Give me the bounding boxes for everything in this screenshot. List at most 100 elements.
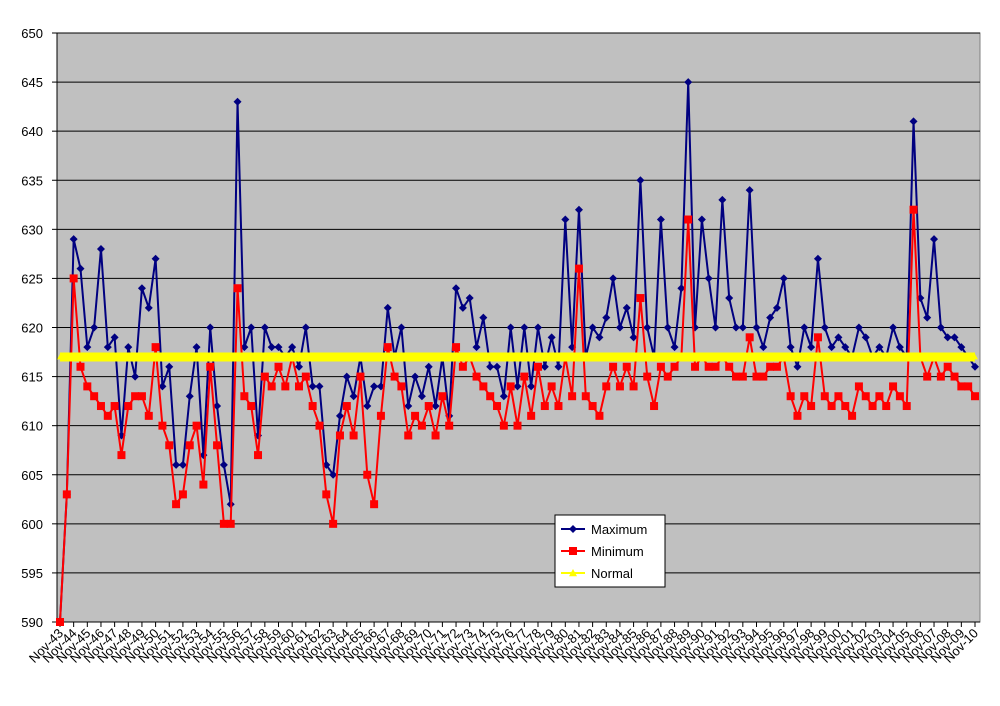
point <box>479 382 488 391</box>
point <box>841 402 850 411</box>
point <box>943 333 952 342</box>
point <box>397 323 406 332</box>
y-tick-label: 640 <box>21 124 43 139</box>
point <box>83 382 92 391</box>
point <box>193 353 200 360</box>
point <box>808 353 815 360</box>
point <box>520 323 529 332</box>
point <box>800 323 809 332</box>
point <box>445 421 454 430</box>
point <box>158 382 167 391</box>
point <box>118 353 125 360</box>
point <box>664 353 671 360</box>
point <box>411 372 420 381</box>
point <box>610 353 617 360</box>
point <box>418 353 425 360</box>
point <box>255 353 262 360</box>
point <box>390 372 399 381</box>
point <box>472 343 481 352</box>
y-tick-label: 650 <box>21 26 43 41</box>
point <box>936 323 945 332</box>
point <box>57 353 63 360</box>
point <box>609 362 618 371</box>
point <box>882 402 891 411</box>
point <box>137 284 146 293</box>
point <box>772 303 781 312</box>
point <box>643 372 652 381</box>
point <box>281 382 290 391</box>
y-tick-label: 630 <box>21 222 43 237</box>
point <box>807 402 816 411</box>
point <box>260 372 269 381</box>
point <box>294 382 303 391</box>
point <box>835 353 842 360</box>
point <box>158 421 167 430</box>
point <box>745 333 754 342</box>
point <box>363 470 372 479</box>
point <box>541 353 548 360</box>
point <box>793 411 802 420</box>
point <box>137 392 146 401</box>
point <box>738 372 747 381</box>
point <box>240 392 249 401</box>
point <box>376 411 385 420</box>
point <box>159 353 166 360</box>
point <box>493 402 502 411</box>
point <box>589 353 596 360</box>
point <box>971 392 979 401</box>
point <box>520 372 529 381</box>
point <box>301 323 310 332</box>
point <box>412 353 419 360</box>
point <box>712 353 719 360</box>
point <box>752 372 761 381</box>
point <box>561 215 570 224</box>
point <box>329 470 338 479</box>
point <box>574 264 583 273</box>
point <box>644 353 651 360</box>
point <box>316 353 323 360</box>
point <box>732 323 741 332</box>
point <box>753 353 760 360</box>
point <box>554 362 563 371</box>
point <box>364 353 371 360</box>
point <box>950 372 959 381</box>
point <box>684 215 693 224</box>
point <box>206 362 215 371</box>
point <box>104 353 111 360</box>
point <box>813 254 822 263</box>
point <box>172 500 181 509</box>
point <box>793 362 802 371</box>
point <box>199 480 208 489</box>
point <box>651 353 658 360</box>
point <box>533 362 542 371</box>
point <box>889 323 898 332</box>
point <box>69 274 78 283</box>
point <box>903 353 910 360</box>
point <box>268 353 275 360</box>
point <box>70 353 77 360</box>
point <box>335 431 344 440</box>
point <box>854 323 863 332</box>
point <box>548 353 555 360</box>
point <box>807 343 816 352</box>
point <box>431 431 440 440</box>
point <box>219 519 228 528</box>
point <box>411 411 420 420</box>
point <box>909 205 918 214</box>
point <box>923 313 932 322</box>
point <box>786 392 795 401</box>
point <box>499 421 508 430</box>
point <box>862 353 869 360</box>
point <box>801 353 808 360</box>
point <box>383 303 392 312</box>
point <box>226 519 235 528</box>
point <box>930 235 939 244</box>
point <box>200 353 207 360</box>
point <box>869 353 876 360</box>
point <box>861 333 870 342</box>
point <box>827 343 836 352</box>
point <box>241 353 248 360</box>
point <box>247 323 256 332</box>
point <box>254 451 263 460</box>
point <box>465 294 474 303</box>
